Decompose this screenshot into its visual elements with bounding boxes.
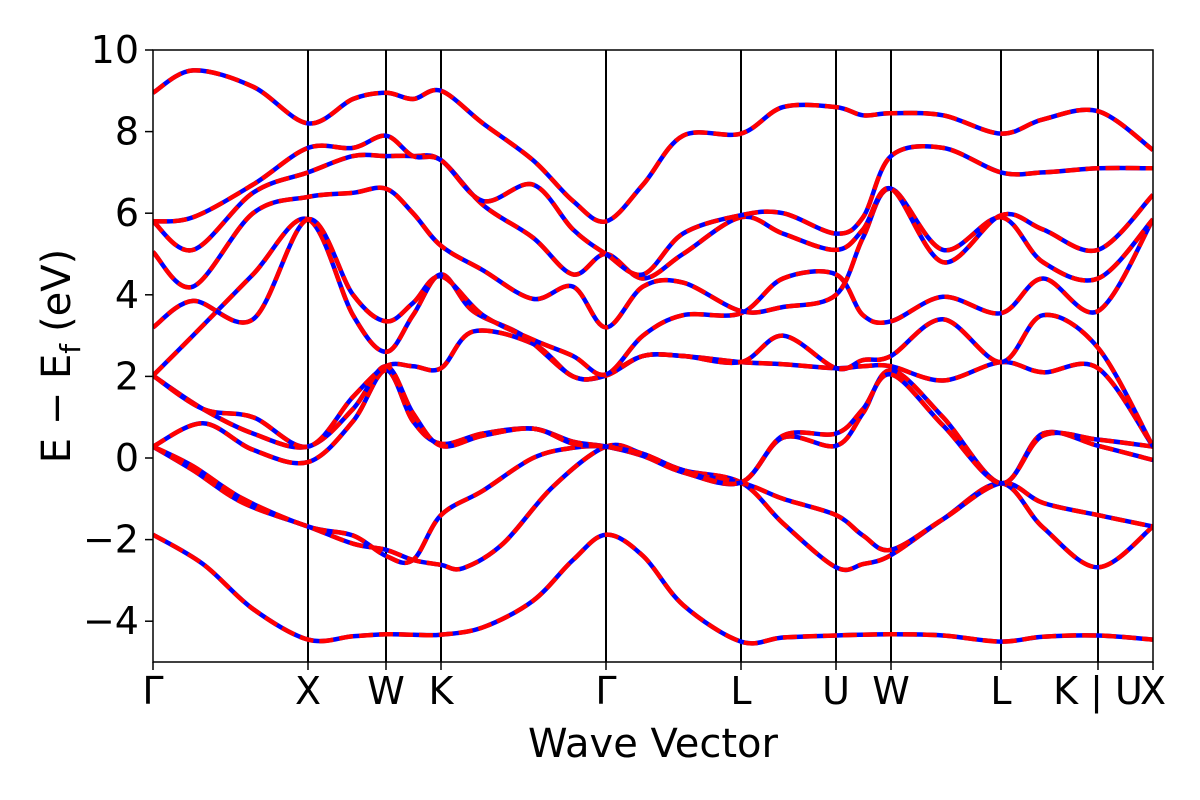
band-lines: [153, 68, 1153, 646]
x-tick-label: W: [872, 669, 910, 713]
x-tick-label: Γ: [595, 669, 616, 713]
band-6-overlay: [153, 328, 1153, 449]
band-11-overlay: [153, 133, 1153, 278]
band-1-overlay: [153, 532, 1153, 646]
x-tick-label: W: [367, 669, 405, 713]
band-9-overlay: [153, 185, 1153, 330]
band-8-overlay: [153, 217, 1153, 378]
band-7-reference: [153, 216, 1153, 448]
x-tick-label: X: [1140, 669, 1166, 713]
band-8-reference: [153, 217, 1153, 378]
band-4-reference: [153, 368, 1153, 487]
y-tick-label: 8: [115, 110, 139, 154]
y-axis-ticks: −4 −2 0 2 4 6 8 10: [83, 28, 153, 643]
band-5-reference: [153, 363, 1153, 487]
band-6-reference: [153, 328, 1153, 449]
y-tick-label: 2: [115, 354, 139, 398]
band-7-overlay: [153, 216, 1153, 448]
kpoint-lines: [307, 50, 1099, 662]
x-tick-label: L: [730, 669, 751, 713]
y-axis-title-unit: (eV): [34, 249, 80, 332]
x-tick-label: K: [429, 669, 455, 713]
band-5-overlay: [153, 363, 1153, 487]
y-tick-label: −4: [83, 599, 139, 643]
y-tick-label: 10: [91, 28, 139, 72]
band-4-overlay: [153, 368, 1153, 487]
y-tick-label: 6: [115, 191, 139, 235]
x-axis-title: Wave Vector: [528, 721, 779, 767]
band-1-reference: [153, 532, 1153, 646]
y-tick-label: 4: [115, 273, 139, 317]
x-tick-label: K | U: [1053, 669, 1143, 714]
y-tick-label: −2: [83, 518, 139, 562]
plot-frame: [152, 49, 1154, 663]
y-axis-title: E − Ef (eV): [34, 249, 87, 464]
band-12-overlay: [153, 68, 1153, 224]
band-9-reference: [153, 185, 1153, 330]
y-tick-label: 0: [115, 436, 139, 480]
band-11-reference: [153, 133, 1153, 278]
y-axis-title-main: E − E: [34, 354, 80, 464]
y-axis-title-sub: f: [54, 343, 87, 354]
x-tick-label: L: [990, 669, 1011, 713]
x-tick-label: Γ: [142, 669, 163, 713]
band-10-overlay: [153, 152, 1153, 281]
x-tick-label: U: [822, 669, 850, 713]
x-tick-label: X: [295, 669, 321, 713]
